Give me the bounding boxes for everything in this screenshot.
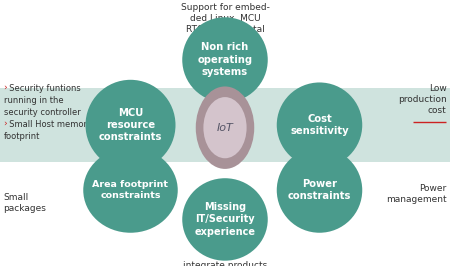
- Ellipse shape: [203, 97, 247, 158]
- Text: ›: ›: [4, 84, 7, 93]
- Text: IoT: IoT: [216, 123, 234, 133]
- Text: Power
management: Power management: [386, 184, 446, 204]
- Text: footprint: footprint: [4, 132, 40, 141]
- Ellipse shape: [182, 178, 268, 261]
- Text: Area footprint
constraints: Area footprint constraints: [93, 180, 168, 200]
- Ellipse shape: [196, 86, 254, 169]
- Text: Low
production
cost: Low production cost: [398, 84, 446, 115]
- Text: Small Host memory: Small Host memory: [4, 120, 92, 129]
- Text: Non rich
operating
systems: Non rich operating systems: [198, 43, 252, 77]
- Text: MCU
resource
constraints: MCU resource constraints: [99, 108, 162, 142]
- Text: Security funtions: Security funtions: [4, 84, 81, 93]
- Bar: [0, 88, 450, 162]
- Text: Power
constraints: Power constraints: [288, 179, 351, 201]
- Ellipse shape: [277, 148, 362, 233]
- Text: Easy to
integrate products: Easy to integrate products: [183, 250, 267, 266]
- Ellipse shape: [86, 80, 176, 170]
- Text: Cost
sensitivity: Cost sensitivity: [290, 114, 349, 136]
- Text: running in the: running in the: [4, 96, 63, 105]
- Ellipse shape: [83, 148, 178, 233]
- Text: Support for embed-
ded Linux, MCU
RTOS, bare metal: Support for embed- ded Linux, MCU RTOS, …: [180, 3, 270, 34]
- Text: Missing
IT/Security
experience: Missing IT/Security experience: [194, 202, 256, 237]
- Text: Small
packages: Small packages: [4, 193, 46, 213]
- Text: security controller: security controller: [4, 108, 81, 117]
- Text: ›: ›: [4, 120, 7, 129]
- Ellipse shape: [182, 17, 268, 102]
- Ellipse shape: [277, 82, 362, 168]
